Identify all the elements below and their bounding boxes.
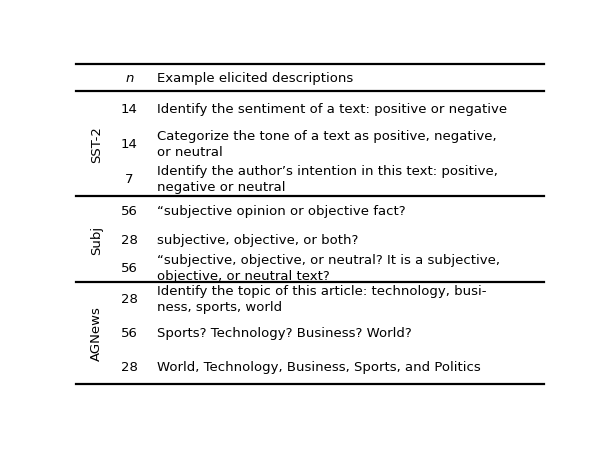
- Text: n: n: [125, 72, 133, 85]
- Text: Identify the topic of this article: technology, busi-
ness, sports, world: Identify the topic of this article: tech…: [158, 285, 487, 313]
- Text: subjective, objective, or both?: subjective, objective, or both?: [158, 233, 359, 246]
- Text: 56: 56: [121, 262, 138, 274]
- Text: “subjective, objective, or neutral? It is a subjective,
objective, or neutral te: “subjective, objective, or neutral? It i…: [158, 253, 501, 283]
- Text: Sports? Technology? Business? World?: Sports? Technology? Business? World?: [158, 327, 412, 339]
- Text: Identify the author’s intention in this text: positive,
negative or neutral: Identify the author’s intention in this …: [158, 165, 498, 194]
- Text: 7: 7: [125, 173, 133, 186]
- Text: Example elicited descriptions: Example elicited descriptions: [158, 72, 354, 85]
- Text: Categorize the tone of a text as positive, negative,
or neutral: Categorize the tone of a text as positiv…: [158, 130, 497, 159]
- Text: 56: 56: [121, 205, 138, 218]
- Text: SST-2: SST-2: [90, 126, 103, 162]
- Text: World, Technology, Business, Sports, and Politics: World, Technology, Business, Sports, and…: [158, 360, 481, 373]
- Text: 14: 14: [121, 102, 138, 116]
- Text: 28: 28: [121, 360, 138, 373]
- Text: 56: 56: [121, 327, 138, 339]
- Text: 28: 28: [121, 233, 138, 246]
- Text: “subjective opinion or objective fact?: “subjective opinion or objective fact?: [158, 205, 406, 218]
- Text: Identify the sentiment of a text: positive or negative: Identify the sentiment of a text: positi…: [158, 102, 507, 116]
- Text: 28: 28: [121, 293, 138, 306]
- Text: Subj: Subj: [90, 225, 103, 254]
- Text: AGNews: AGNews: [90, 306, 103, 360]
- Text: 14: 14: [121, 138, 138, 151]
